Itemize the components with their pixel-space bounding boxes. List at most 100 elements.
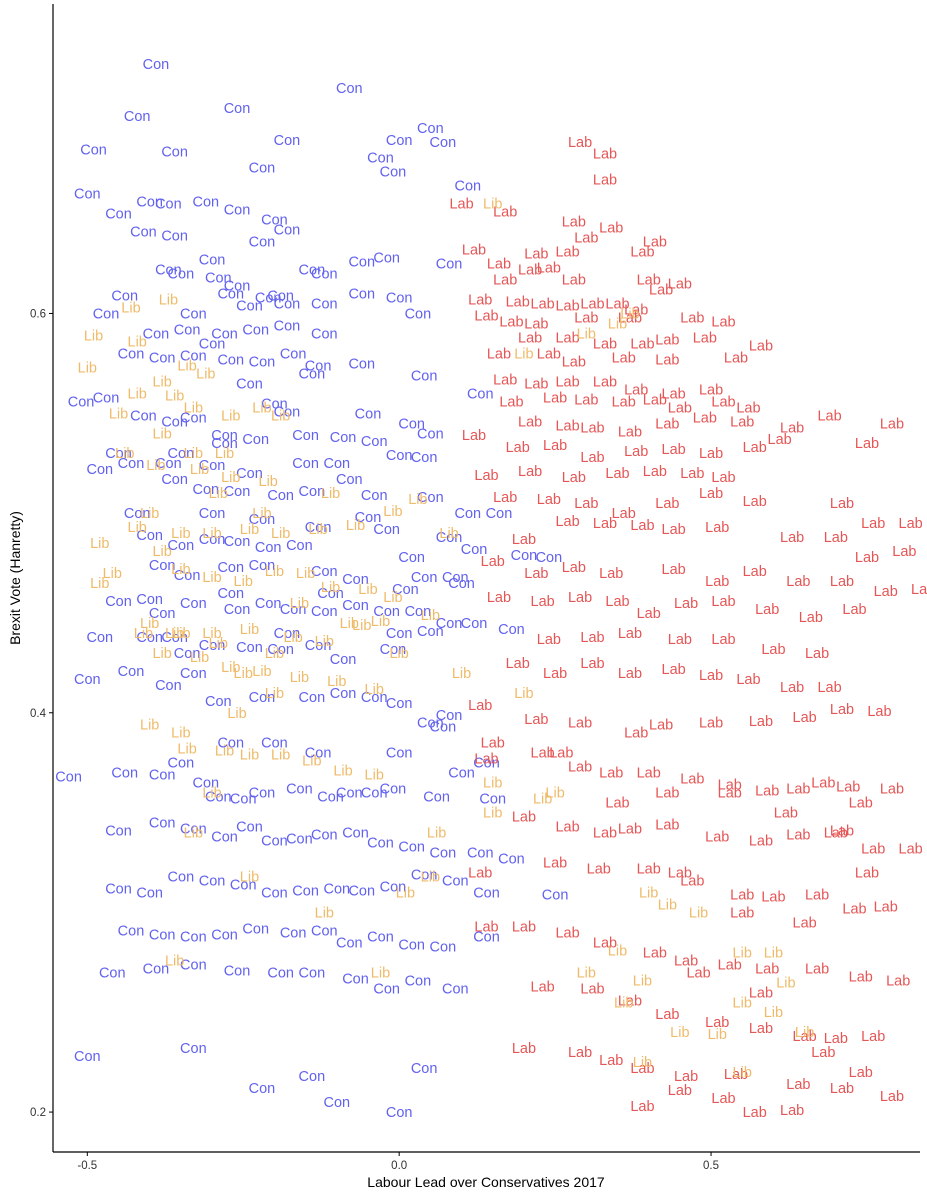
point-con: Con	[498, 852, 525, 868]
point-con: Con	[342, 971, 369, 987]
point-con: Con	[342, 826, 369, 842]
point-con: Con	[323, 1095, 350, 1111]
point-lab: Lab	[693, 410, 717, 426]
point-lib: Lib	[171, 726, 190, 742]
point-lab: Lab	[830, 1081, 854, 1097]
point-lab: Lab	[555, 418, 579, 434]
point-lab: Lab	[674, 953, 698, 969]
point-lab: Lab	[605, 594, 629, 610]
point-lib: Lib	[365, 768, 384, 784]
point-con: Con	[467, 386, 494, 402]
point-con: Con	[348, 286, 375, 302]
point-con: Con	[398, 937, 425, 953]
point-lab: Lab	[842, 901, 866, 917]
point-lab: Lab	[549, 746, 573, 762]
point-con: Con	[211, 326, 238, 342]
point-con: Con	[373, 251, 400, 267]
point-con: Con	[74, 1049, 101, 1065]
point-lab: Lab	[612, 394, 636, 410]
point-con: Con	[355, 406, 382, 422]
point-con: Con	[86, 462, 113, 478]
point-con: Con	[473, 929, 500, 945]
point-lab: Lab	[506, 440, 530, 456]
point-lab: Lab	[699, 446, 723, 462]
point-lab: Lab	[680, 873, 704, 889]
point-lab: Lab	[580, 450, 604, 466]
point-con: Con	[380, 782, 407, 798]
point-con: Con	[155, 263, 182, 279]
point-con: Con	[249, 161, 276, 177]
point-con: Con	[118, 346, 145, 362]
point-con: Con	[105, 594, 132, 610]
point-lib: Lib	[633, 1055, 652, 1071]
point-lab: Lab	[493, 490, 517, 506]
point-lib: Lib	[577, 965, 596, 981]
point-con: Con	[436, 530, 463, 546]
point-lab: Lab	[624, 444, 648, 460]
point-con: Con	[361, 488, 388, 504]
point-lib: Lib	[259, 474, 278, 490]
point-lib: Lib	[115, 446, 134, 462]
point-con: Con	[217, 286, 244, 302]
point-con: Con	[161, 145, 188, 161]
point-lab: Lab	[562, 215, 586, 231]
point-lab: Lab	[711, 1091, 735, 1107]
point-con: Con	[180, 306, 207, 322]
point-con: Con	[199, 638, 226, 654]
point-con: Con	[199, 532, 226, 548]
point-con: Con	[361, 690, 388, 706]
point-con: Con	[442, 981, 469, 997]
point-lib: Lib	[421, 608, 440, 624]
point-lib: Lib	[140, 506, 159, 522]
point-lab: Lab	[830, 824, 854, 840]
point-con: Con	[149, 768, 176, 784]
point-lab: Lab	[643, 464, 667, 480]
point-con: Con	[180, 929, 207, 945]
point-con: Con	[130, 225, 157, 241]
point-lab: Lab	[580, 296, 604, 312]
point-lab: Lab	[555, 330, 579, 346]
point-lib: Lib	[177, 742, 196, 758]
point-lab: Lab	[618, 626, 642, 642]
y-tick-label: 0.6	[30, 308, 46, 320]
point-lib: Lib	[221, 470, 240, 486]
point-lab: Lab	[474, 752, 498, 768]
point-lab: Lab	[568, 1045, 592, 1061]
point-lab: Lab	[624, 382, 648, 398]
point-lab: Lab	[662, 562, 686, 578]
point-lib: Lib	[271, 748, 290, 764]
point-con: Con	[224, 963, 251, 979]
point-lab: Lab	[699, 716, 723, 732]
point-lib: Lib	[315, 905, 334, 921]
point-lib: Lib	[358, 582, 377, 598]
point-lab: Lab	[593, 173, 617, 189]
point-lab: Lab	[668, 632, 692, 648]
point-lab: Lab	[468, 698, 492, 714]
point-lab: Lab	[531, 296, 555, 312]
point-con: Con	[99, 965, 126, 981]
point-lib: Lib	[221, 660, 240, 676]
point-con: Con	[249, 558, 276, 574]
point-con: Con	[361, 786, 388, 802]
point-con: Con	[280, 925, 307, 941]
point-con: Con	[193, 195, 220, 211]
point-lib: Lib	[134, 626, 153, 642]
point-con: Con	[286, 538, 313, 554]
point-lib: Lib	[165, 626, 184, 642]
point-lab: Lab	[630, 518, 654, 534]
point-con: Con	[454, 179, 481, 195]
point-lab: Lab	[880, 782, 904, 798]
point-lib: Lib	[171, 562, 190, 578]
point-con: Con	[411, 867, 438, 883]
point-lab: Lab	[493, 273, 517, 289]
point-con: Con	[261, 213, 288, 229]
point-lab: Lab	[662, 442, 686, 458]
point-lab: Lab	[574, 392, 598, 408]
point-con: Con	[317, 790, 344, 806]
point-lib: Lib	[171, 626, 190, 642]
point-lib: Lib	[439, 526, 458, 542]
point-con: Con	[249, 235, 276, 251]
point-lib: Lib	[733, 1065, 752, 1081]
point-con: Con	[118, 456, 145, 472]
point-lib: Lib	[202, 570, 221, 586]
